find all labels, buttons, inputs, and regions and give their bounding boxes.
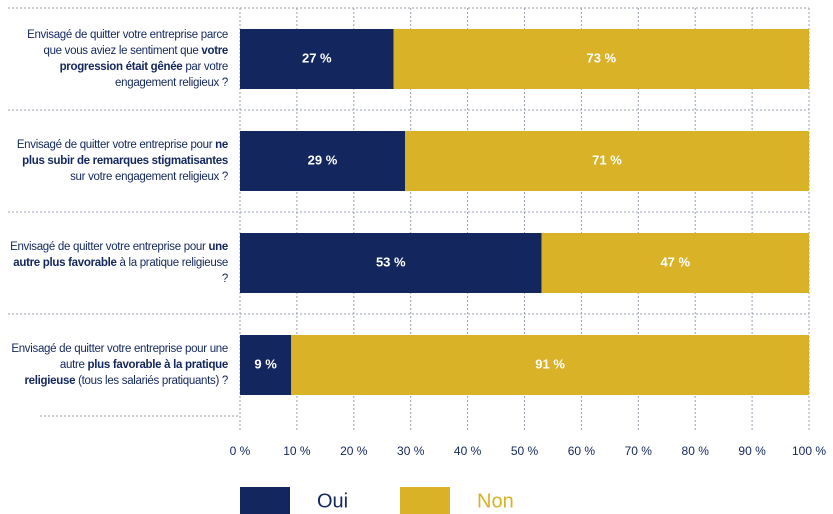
bar-segment [240, 29, 394, 89]
legend-swatch [240, 487, 290, 514]
category-run: Envisagé de quitter votre entreprise pou… [11, 343, 228, 371]
category-run: plus favorable à la pratique religieuse [24, 359, 229, 387]
bar-segment [405, 131, 809, 191]
x-tick-label: 30 % [397, 444, 425, 458]
category-label: Envisagé de quitter votre entreprise pou… [8, 315, 228, 415]
value-label: 9 % [254, 356, 277, 371]
category-run: votre progression était gênée [59, 45, 229, 73]
category-text: Envisagé de quitter votre entreprise par… [8, 27, 228, 91]
category-run: sur votre engagement religieux ? [70, 171, 228, 183]
category-run: Envisagé de quitter votre entreprise pou… [16, 139, 216, 151]
x-tick-label: 100 % [792, 444, 826, 458]
bar-segment [291, 335, 810, 395]
value-label: 47 % [660, 254, 690, 269]
x-tick-label: 80 % [682, 444, 710, 458]
value-label: 27 % [302, 50, 332, 65]
value-label: 91 % [535, 356, 565, 371]
category-run: par votre engagement religieux ? [115, 61, 228, 89]
x-tick-label: 70 % [625, 444, 653, 458]
value-label: 29 % [308, 152, 338, 167]
value-label: 53 % [376, 254, 406, 269]
category-run: ne plus subir de remarques stigmatisante… [22, 139, 228, 167]
category-label: Envisagé de quitter votre entreprise pou… [8, 213, 228, 313]
value-label: 71 % [592, 152, 622, 167]
legend-label: Non [477, 490, 514, 512]
x-tick-label: 60 % [568, 444, 596, 458]
bar-segment [240, 131, 406, 191]
category-text: Envisagé de quitter votre entreprise pou… [8, 239, 228, 287]
x-tick-label: 0 % [230, 444, 251, 458]
x-tick-label: 90 % [738, 444, 766, 458]
category-text: Envisagé de quitter votre entreprise pou… [8, 341, 228, 389]
legend-label: Oui [317, 490, 348, 512]
x-tick-label: 20 % [340, 444, 368, 458]
legend-swatch [400, 487, 450, 514]
bar-segment [240, 335, 292, 395]
category-run: (tous les salariés pratiquants) ? [75, 375, 228, 387]
category-run: Envisagé de quitter votre entreprise pou… [10, 241, 209, 253]
category-run: Envisagé de quitter votre entreprise par… [27, 29, 228, 57]
x-tick-label: 40 % [454, 444, 482, 458]
x-tick-label: 10 % [283, 444, 311, 458]
category-label: Envisagé de quitter votre entreprise pou… [8, 111, 228, 211]
category-label: Envisagé de quitter votre entreprise par… [8, 9, 228, 109]
bar-segment [393, 29, 809, 89]
category-text: Envisagé de quitter votre entreprise pou… [8, 137, 228, 185]
value-label: 73 % [586, 50, 616, 65]
category-run: une autre plus favorable [13, 241, 228, 269]
x-tick-label: 50 % [511, 444, 539, 458]
bar-segment [240, 233, 542, 293]
bar-segment [541, 233, 809, 293]
category-run: à la pratique religieuse ? [116, 257, 228, 285]
